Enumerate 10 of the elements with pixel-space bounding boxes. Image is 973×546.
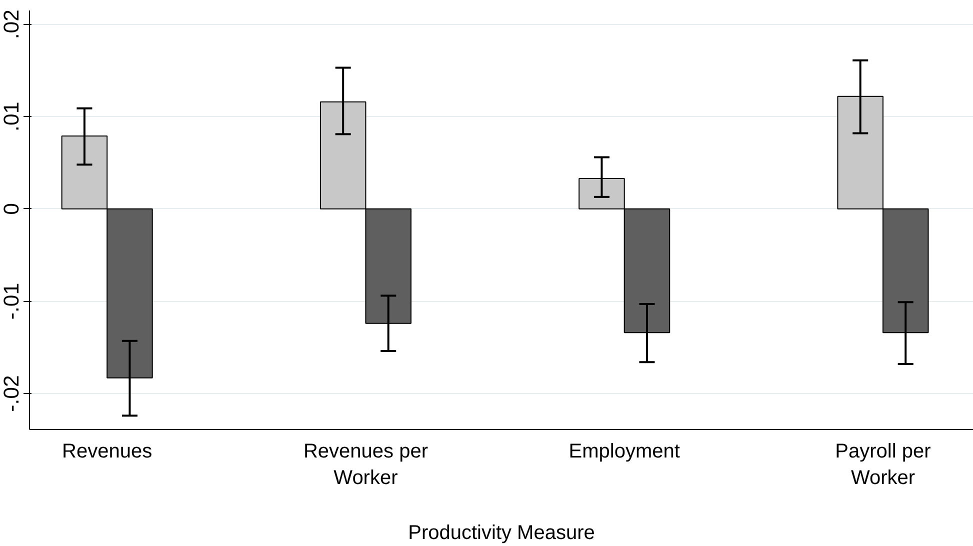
x-tick-label: Payroll per Worker [835, 440, 932, 489]
y-tick-label: 0 [0, 202, 24, 215]
y-tick-label: .01 [0, 102, 24, 132]
y-tick-label: .02 [0, 10, 24, 40]
x-axis-title: Productivity Measure [408, 522, 595, 544]
y-tick-label: -.02 [0, 375, 24, 412]
x-tick-label: Revenues per Worker [303, 440, 428, 489]
x-tick-label: Revenues [62, 440, 152, 462]
x-tick-label: Employment [568, 440, 680, 462]
y-tick-label: -.01 [0, 282, 24, 320]
